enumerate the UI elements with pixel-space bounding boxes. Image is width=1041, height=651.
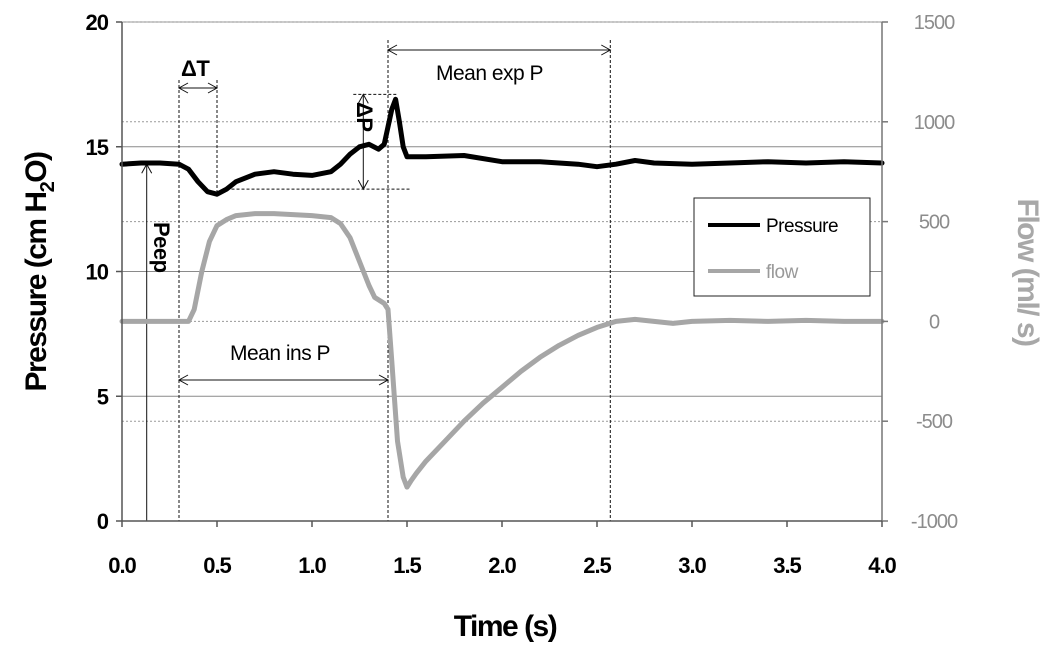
annotation-peep: Peep bbox=[149, 222, 174, 273]
y-axis-title: Pressure (cm H2O) bbox=[20, 152, 59, 392]
x-axis-title: Time (s) bbox=[454, 610, 557, 643]
labels-layer: 0 5 10 15 20 -1000 -500 0 500 1000 1500 0.0 0.5 1.0 1.… bbox=[86, 10, 959, 578]
legend: Pressure flow bbox=[693, 197, 871, 297]
y-tick-label-3: 15 bbox=[86, 135, 109, 160]
x-tick-label-4: 2.0 bbox=[488, 553, 516, 578]
x-tick-label-8: 4.0 bbox=[868, 553, 896, 578]
y2-tick-label-4: 1000 bbox=[914, 112, 955, 134]
y-tick-label-4: 20 bbox=[86, 10, 109, 35]
x-tick-label-2: 1.0 bbox=[298, 553, 326, 578]
x-tick-label-6: 3.0 bbox=[678, 553, 706, 578]
y2-tick-label-3: 500 bbox=[919, 212, 950, 234]
legend-box bbox=[693, 197, 871, 297]
axes bbox=[116, 21, 888, 527]
mean-ins-arrow-head-1 bbox=[177, 374, 189, 386]
y2-tick-label-5: 1500 bbox=[914, 12, 955, 34]
series-layer bbox=[119, 96, 885, 490]
x-tick-label-1: 0.5 bbox=[203, 553, 231, 578]
mean-exp-arrow-head-0 bbox=[601, 44, 612, 56]
annotation-mean-ins-p: Mean ins P bbox=[230, 342, 330, 365]
y-axis-title-tail: O) bbox=[20, 152, 53, 183]
annotation-mean-exp-p: Mean exp P bbox=[436, 62, 543, 85]
legend-label-pressure: Pressure bbox=[766, 216, 838, 237]
y-tick-label-2: 10 bbox=[86, 260, 109, 285]
delta-t-arrow-head-0 bbox=[207, 82, 219, 94]
x-tick-label-7: 3.5 bbox=[773, 553, 801, 578]
series-line-flow bbox=[119, 211, 885, 490]
x-tick-label-3: 1.5 bbox=[393, 553, 421, 578]
mean-ins-arrow-head-0 bbox=[378, 374, 390, 386]
y-tick-label-0: 0 bbox=[97, 509, 109, 534]
y-axis-title-sub: 2 bbox=[37, 181, 59, 192]
mean-exp-arrow-head-1 bbox=[386, 44, 398, 56]
y2-tick-label-1: -500 bbox=[916, 411, 953, 433]
x-tick-label-5: 2.5 bbox=[583, 553, 611, 578]
delta-t-arrow-head-1 bbox=[177, 82, 189, 94]
delta-p-arrow-head-0 bbox=[357, 179, 369, 191]
y-axis-title-main: Pressure (cm H bbox=[20, 192, 53, 391]
annotation-delta-p: ΔP bbox=[352, 102, 377, 132]
y2-tick-label-0: -1000 bbox=[911, 511, 958, 533]
legend-label-flow: flow bbox=[766, 262, 799, 283]
delta-p-arrow-head-1 bbox=[357, 93, 369, 104]
y-tick-label-1: 5 bbox=[97, 384, 109, 409]
y2-tick-label-2: 0 bbox=[929, 311, 940, 333]
y2-axis-title: Flow (ml/ s) bbox=[1011, 199, 1041, 347]
annotation-delta-t: ΔT bbox=[181, 56, 210, 81]
series-line-pressure bbox=[119, 96, 885, 197]
x-tick-label-0: 0.0 bbox=[108, 553, 136, 578]
